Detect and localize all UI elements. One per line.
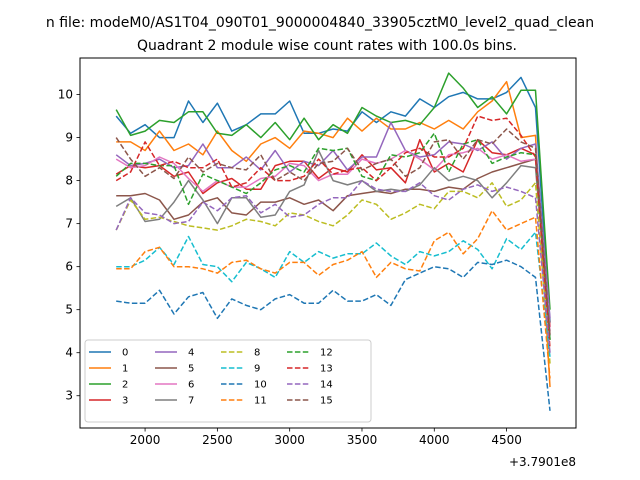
series-line-14: [115, 179, 551, 353]
series-line-2: [115, 72, 551, 310]
x-tick-label-2500: 2500: [202, 433, 233, 447]
x-tick-label-3000: 3000: [274, 433, 305, 447]
chart-title: Quadrant 2 module wise count rates with …: [137, 38, 517, 54]
series-line-0: [115, 76, 551, 323]
series-line-9: [116, 231, 551, 358]
legend-label-11: 11: [254, 396, 267, 407]
legend-label-14: 14: [320, 380, 333, 391]
legend-label-9: 9: [254, 364, 260, 375]
figure-suptitle: n file: modeM0/AS1T04_090T01_9000004840_…: [46, 15, 594, 31]
x-tick-label-4000: 4000: [419, 433, 450, 447]
y-tick-label-10: 10: [58, 88, 73, 102]
legend-label-3: 3: [122, 396, 128, 407]
legend-label-12: 12: [320, 348, 333, 359]
legend-label-6: 6: [188, 380, 194, 391]
series-line-10: [116, 259, 551, 411]
legend-label-10: 10: [254, 380, 267, 391]
axes-frame: [79, 57, 577, 429]
series-line-11: [116, 209, 551, 379]
series-line-15: [115, 128, 551, 336]
series-line-1: [116, 80, 551, 388]
x-offset-label: +3.7901e8: [509, 455, 576, 469]
y-tick-label-4: 4: [65, 346, 73, 360]
legend-label-0: 0: [122, 348, 128, 359]
legend-label-7: 7: [188, 396, 194, 407]
legend-label-4: 4: [188, 348, 194, 359]
x-tick-label-3500: 3500: [347, 433, 378, 447]
legend-box: [84, 339, 372, 423]
y-tick-label-9: 9: [65, 131, 73, 145]
series-line-7: [115, 149, 551, 336]
series-line-8: [115, 182, 551, 364]
y-tick-label-3: 3: [65, 389, 73, 403]
y-tick-label-5: 5: [65, 303, 73, 317]
series-line-12: [115, 132, 551, 340]
series-line-5: [116, 158, 551, 340]
series-line-6: [115, 147, 551, 332]
legend-label-5: 5: [188, 364, 194, 375]
y-tick-label-8: 8: [65, 174, 73, 188]
legend-label-15: 15: [320, 396, 333, 407]
x-tick-label-2000: 2000: [130, 433, 161, 447]
legend-label-13: 13: [320, 364, 333, 375]
y-tick-label-6: 6: [65, 260, 73, 274]
x-tick-label-4500: 4500: [491, 433, 522, 447]
y-tick-label-7: 7: [65, 217, 73, 231]
legend-label-2: 2: [122, 380, 128, 391]
legend-label-1: 1: [122, 364, 128, 375]
legend-label-8: 8: [254, 348, 260, 359]
